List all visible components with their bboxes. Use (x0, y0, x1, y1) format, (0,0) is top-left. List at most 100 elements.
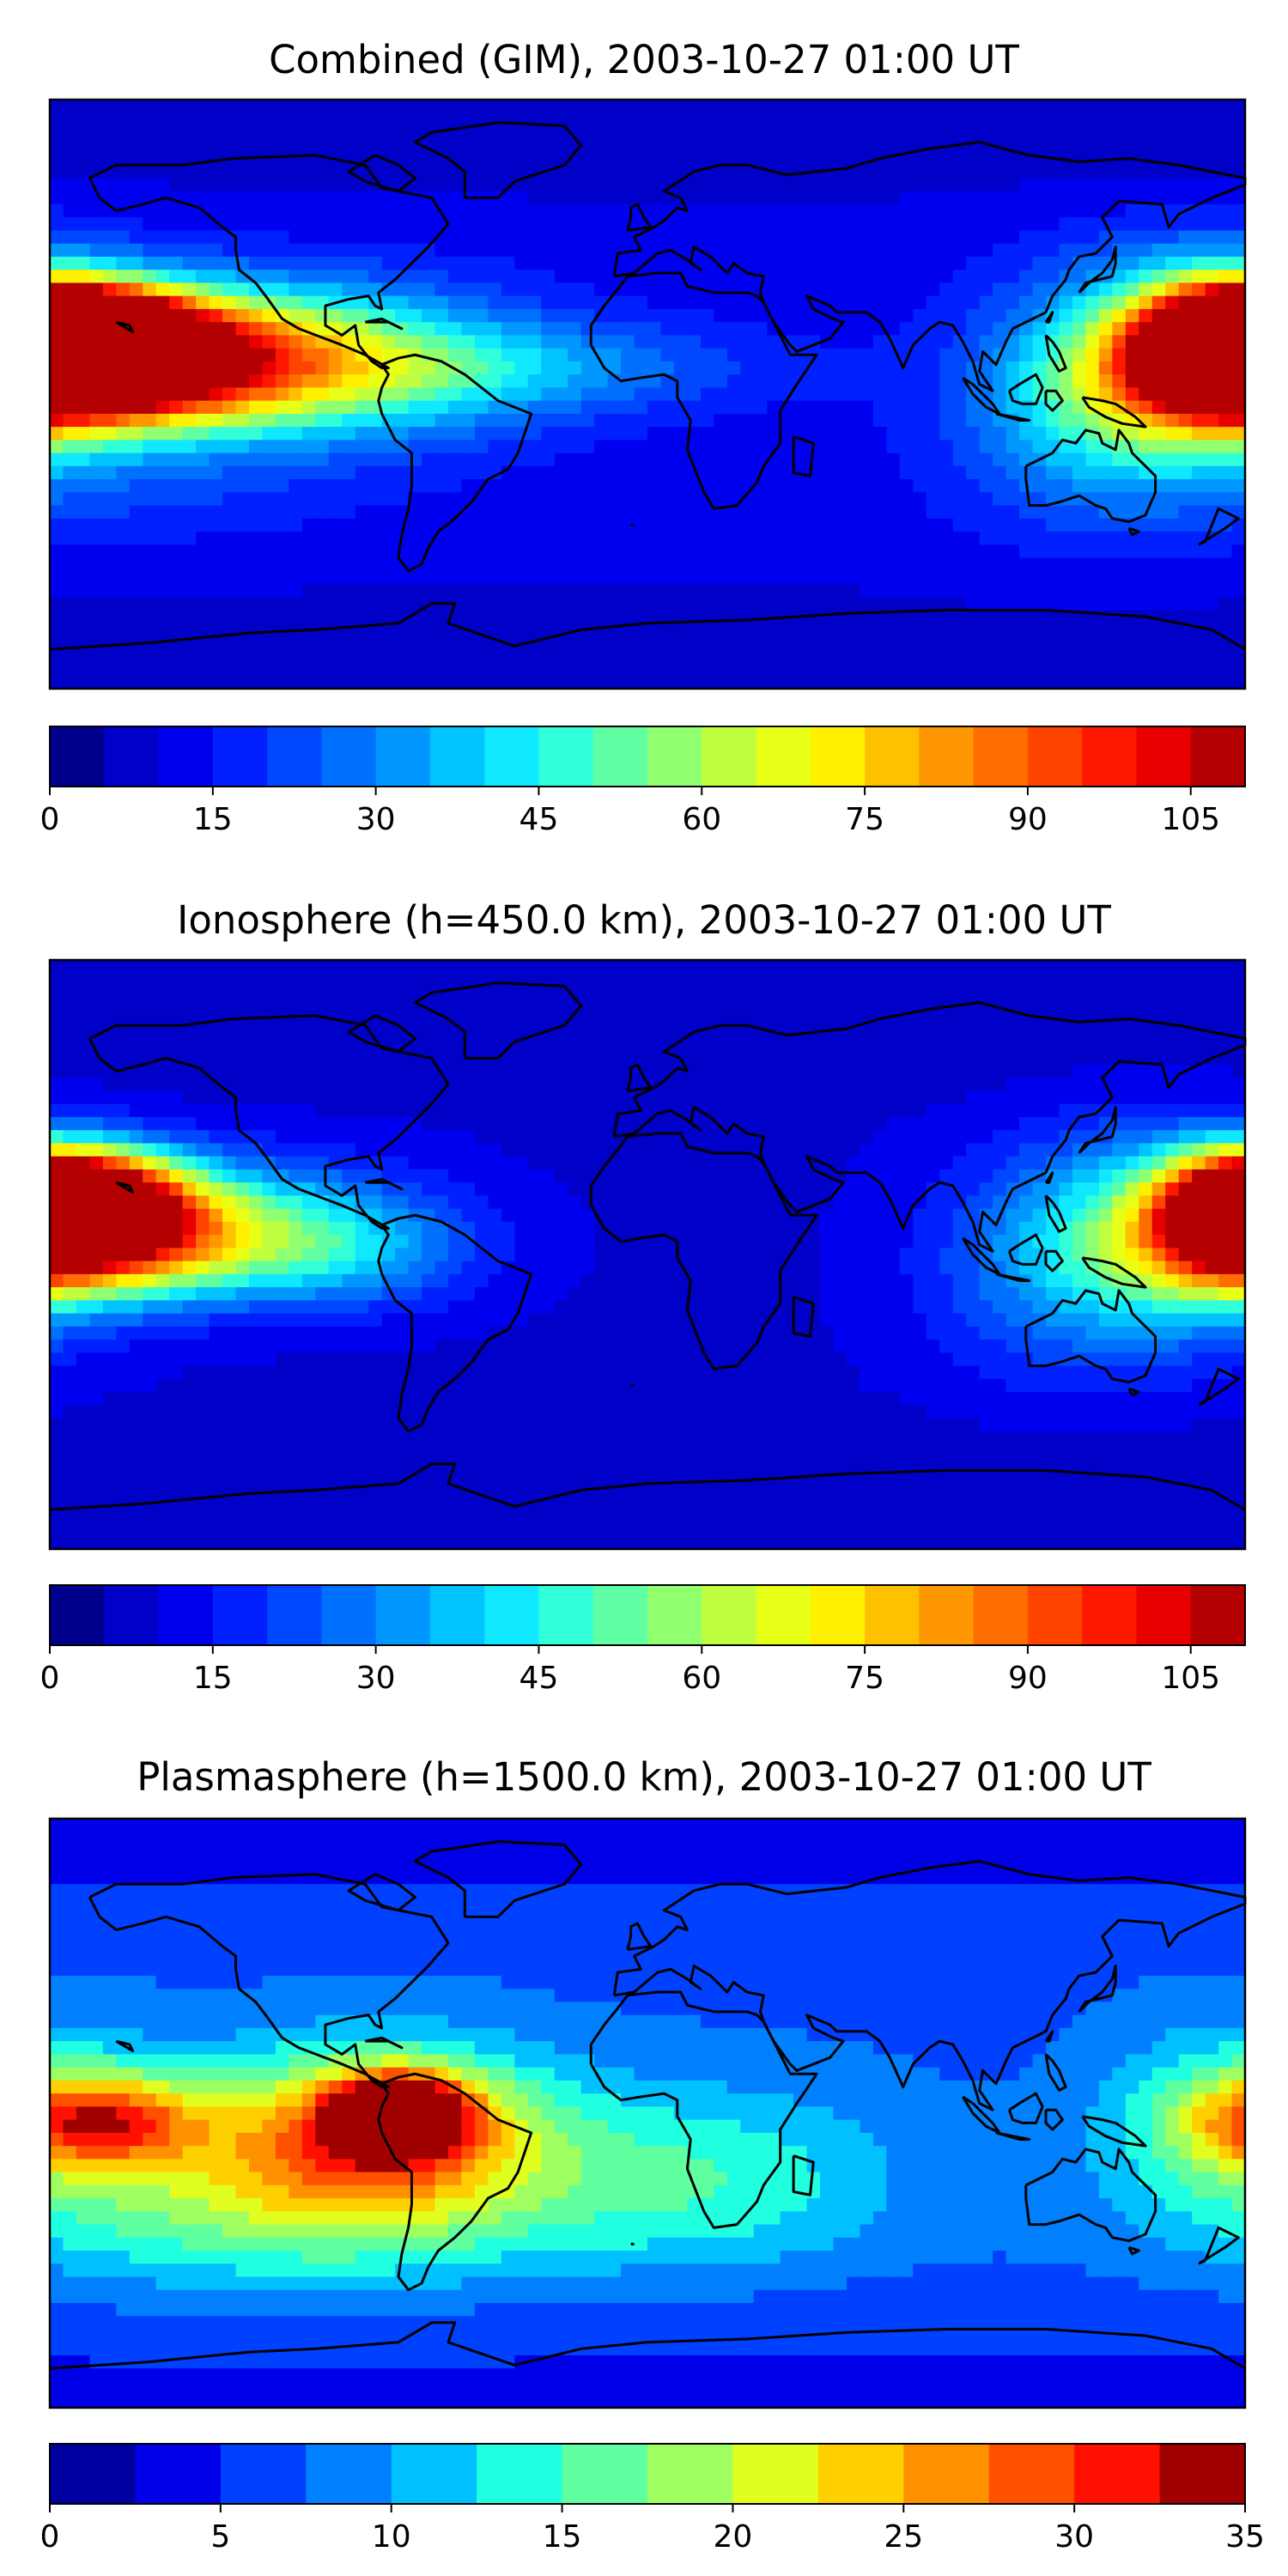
coastline (365, 317, 404, 331)
colorbar-segment (158, 726, 214, 787)
colorbar-segment (592, 726, 648, 787)
coastline (88, 1014, 450, 1230)
colorbar-segment (817, 2444, 904, 2504)
coastline (1044, 334, 1067, 373)
colorbar-frame (49, 1584, 1246, 1646)
colorbar-tick-label: 25 (884, 2519, 923, 2555)
colorbar-tick-label: 15 (543, 2519, 582, 2555)
colorbar-segment (375, 1585, 431, 1645)
colorbar-segment (220, 2444, 307, 2504)
coastline (589, 271, 818, 510)
coastline-layer (49, 121, 1247, 651)
colorbar-segment (1190, 726, 1246, 787)
coastline (995, 1273, 1031, 1282)
coastline (1044, 311, 1054, 324)
colorbar-segment (429, 1585, 485, 1645)
colorbar-tick-label: 45 (519, 802, 559, 837)
colorbar-segment (1074, 2444, 1161, 2504)
map-chart: 0 15 30 45 60 75 90 105 (40, 98, 1247, 837)
colorbar-segment (1027, 726, 1083, 787)
coastline (626, 203, 653, 232)
colorbar-segment (267, 726, 322, 787)
colorbar-tick-label: 75 (845, 802, 884, 837)
colorbar-segment (1082, 1585, 1137, 1645)
colorbar-tick-label: 35 (1225, 2519, 1265, 2555)
colorbar-segment (756, 1585, 811, 1645)
colorbar-segment (321, 1585, 377, 1645)
colorbar-segment (321, 726, 377, 787)
colorbar-segment (702, 726, 757, 787)
coastline (995, 412, 1031, 422)
colorbar-frame (49, 2443, 1246, 2505)
coastline (1198, 507, 1240, 546)
coastline (49, 602, 1246, 651)
coastline (115, 2039, 135, 2053)
colorbar-tick-label: 0 (40, 802, 60, 837)
coastline (1044, 1194, 1067, 1233)
colorbar-segment (429, 726, 485, 787)
coastline (589, 1132, 818, 1370)
colorbar-segment (50, 726, 105, 787)
colorbar-segment (267, 1585, 322, 1645)
coastline (413, 1840, 583, 1918)
coastline (1044, 2053, 1067, 2092)
coastline (1198, 1367, 1240, 1406)
colorbar-segment (104, 1585, 160, 1645)
coastline (49, 1462, 1246, 1511)
map-chart: 0 15 30 45 60 75 90 105 (40, 958, 1247, 1696)
colorbar-segment (375, 726, 431, 787)
colorbar-tick-label: 10 (372, 2519, 411, 2555)
colorbar-segment (1190, 1585, 1246, 1645)
colorbar-segment (1136, 726, 1192, 787)
coastline (1044, 2030, 1054, 2043)
colorbar-segment (903, 2444, 990, 2504)
coastline (347, 1014, 416, 1054)
colorbar-segment (135, 2444, 222, 2504)
coastline (1078, 1106, 1117, 1154)
coastline (413, 121, 583, 199)
colorbar-tick-label: 105 (1161, 1661, 1220, 1696)
coastline (792, 435, 815, 477)
coastline (792, 1296, 815, 1338)
field-layer (50, 1819, 1246, 2409)
coastline (626, 1063, 653, 1092)
colorbar-segment (592, 1585, 648, 1645)
colorbar-segment (973, 726, 1029, 787)
colorbar-segment (1027, 1585, 1083, 1645)
colorbar-tick-label: 0 (40, 2519, 60, 2555)
colorbar-segment (702, 1585, 757, 1645)
coastline (1008, 2092, 1044, 2124)
colorbar-segment (919, 726, 975, 787)
colorbar-segment (50, 1585, 105, 1645)
coastline (1044, 2108, 1064, 2131)
colorbar-tick-label: 15 (193, 1661, 233, 1696)
colorbar-segment (484, 1585, 539, 1645)
coastline (792, 2154, 815, 2196)
coastline (1081, 2115, 1147, 2148)
coastline (1024, 1289, 1157, 1384)
colorbar-tick-label: 105 (1161, 802, 1220, 837)
colorbar-tick-label: 30 (356, 1661, 396, 1696)
coastline-layer (49, 1840, 1247, 2370)
coastline (377, 1213, 533, 1433)
colorbar-segment (1082, 726, 1137, 787)
colorbar-segment (756, 726, 811, 787)
colorbar-segment (810, 726, 866, 787)
coastline (1044, 389, 1064, 412)
colorbar-tick-label: 75 (845, 1661, 884, 1696)
colorbar-segment (158, 1585, 214, 1645)
colorbar-segment (538, 726, 594, 787)
colorbar-tick-label: 60 (682, 1661, 721, 1696)
colorbar-segment (647, 726, 702, 787)
colorbar-segment (988, 2444, 1075, 2504)
colorbar-tick-label: 15 (193, 802, 233, 837)
colorbar-tick-label: 90 (1008, 802, 1048, 837)
colorbar-segment (50, 2444, 136, 2504)
colorbar-tick-label: 45 (519, 1661, 559, 1696)
coastline (995, 2131, 1031, 2141)
colorbar-tick-label: 30 (1054, 2519, 1094, 2555)
colorbar-segment (1136, 1585, 1192, 1645)
panel-title: Plasmasphere (h=1500.0 km), 2003-10-27 0… (137, 1754, 1151, 1800)
coastline (365, 2036, 404, 2050)
